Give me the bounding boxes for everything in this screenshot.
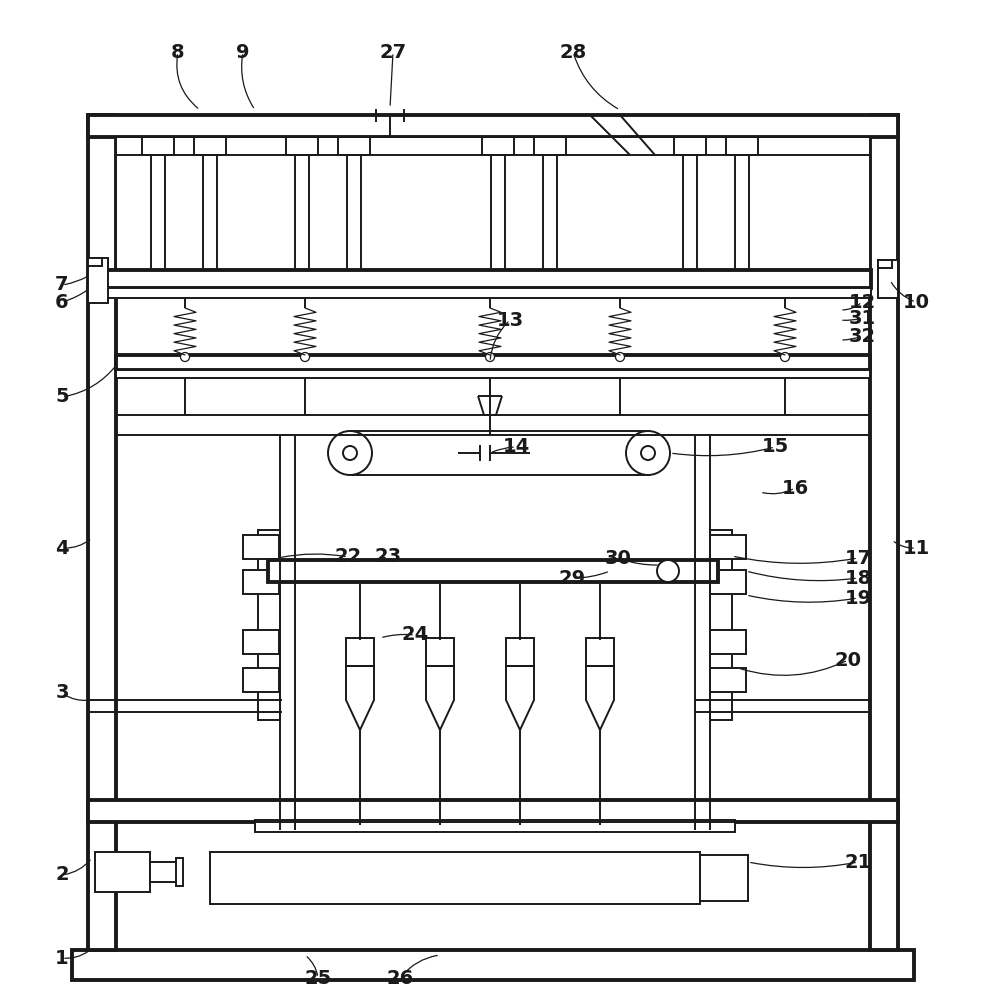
Text: 12: 12 <box>848 292 876 312</box>
Bar <box>346 638 374 666</box>
Text: 6: 6 <box>55 292 69 312</box>
Text: 15: 15 <box>761 438 789 456</box>
Circle shape <box>657 560 679 582</box>
Bar <box>710 530 732 720</box>
Bar <box>286 137 318 155</box>
Bar <box>426 638 454 666</box>
Bar <box>534 137 566 155</box>
Text: 31: 31 <box>848 308 876 328</box>
Text: 22: 22 <box>334 548 362 566</box>
Text: 9: 9 <box>237 42 249 62</box>
Bar <box>142 137 174 155</box>
Bar <box>243 570 279 594</box>
Text: 29: 29 <box>558 568 586 587</box>
Text: 3: 3 <box>55 684 69 702</box>
Bar <box>710 630 746 654</box>
Text: 24: 24 <box>401 626 429 645</box>
Bar <box>105 288 871 298</box>
Bar <box>710 535 746 559</box>
Text: 2: 2 <box>55 865 69 884</box>
Text: 26: 26 <box>387 968 413 988</box>
Text: 4: 4 <box>55 538 69 558</box>
Bar <box>116 137 870 272</box>
Bar <box>482 137 514 155</box>
Bar <box>878 260 892 268</box>
Text: 30: 30 <box>604 548 631 568</box>
Circle shape <box>615 353 624 361</box>
Bar <box>878 260 898 298</box>
Bar <box>88 258 102 266</box>
Bar <box>683 155 697 272</box>
Bar <box>295 155 309 272</box>
Bar <box>194 137 226 155</box>
Bar <box>151 155 165 272</box>
Text: 11: 11 <box>902 538 930 558</box>
Bar <box>674 137 706 155</box>
Text: 7: 7 <box>55 275 69 294</box>
Circle shape <box>180 353 189 361</box>
Bar <box>543 155 557 272</box>
Circle shape <box>781 353 790 361</box>
Bar <box>105 270 871 288</box>
Text: 1: 1 <box>55 948 69 968</box>
Bar <box>116 355 870 370</box>
Circle shape <box>626 431 670 475</box>
Text: 16: 16 <box>781 479 809 497</box>
Text: 20: 20 <box>834 650 862 670</box>
Bar <box>710 668 746 692</box>
Bar <box>255 820 735 832</box>
Circle shape <box>343 446 357 460</box>
Text: 17: 17 <box>844 548 872 568</box>
Text: 13: 13 <box>496 310 524 330</box>
Text: 8: 8 <box>172 42 184 62</box>
Bar <box>210 852 700 904</box>
Text: 10: 10 <box>902 292 930 312</box>
Text: 23: 23 <box>375 548 401 566</box>
Bar <box>338 137 370 155</box>
Text: 27: 27 <box>380 42 406 62</box>
Bar <box>203 155 217 272</box>
Bar <box>150 862 178 882</box>
Bar <box>258 530 280 720</box>
Bar <box>243 668 279 692</box>
Bar <box>710 570 746 594</box>
Text: 28: 28 <box>559 42 587 62</box>
Text: 25: 25 <box>305 968 331 988</box>
Bar <box>700 855 748 901</box>
Bar <box>726 137 758 155</box>
Bar <box>116 370 870 378</box>
Text: 5: 5 <box>55 387 69 406</box>
Bar <box>95 852 150 892</box>
Circle shape <box>301 353 310 361</box>
Bar <box>243 630 279 654</box>
Bar <box>88 800 898 822</box>
Circle shape <box>328 431 372 475</box>
Bar <box>72 950 914 980</box>
Bar <box>491 155 505 272</box>
Bar <box>88 115 898 137</box>
Text: 18: 18 <box>844 568 872 587</box>
Text: 19: 19 <box>844 588 872 607</box>
Bar <box>347 155 361 272</box>
Text: 21: 21 <box>844 852 872 871</box>
Bar <box>268 560 718 582</box>
Text: 14: 14 <box>503 438 529 456</box>
Circle shape <box>641 446 655 460</box>
Bar <box>586 638 614 666</box>
Bar <box>176 858 183 886</box>
Bar <box>735 155 749 272</box>
Bar <box>88 115 116 950</box>
Bar <box>88 258 108 303</box>
Circle shape <box>485 353 495 361</box>
Bar <box>870 115 898 950</box>
Text: 32: 32 <box>848 326 876 346</box>
Bar <box>506 638 534 666</box>
Bar <box>243 535 279 559</box>
